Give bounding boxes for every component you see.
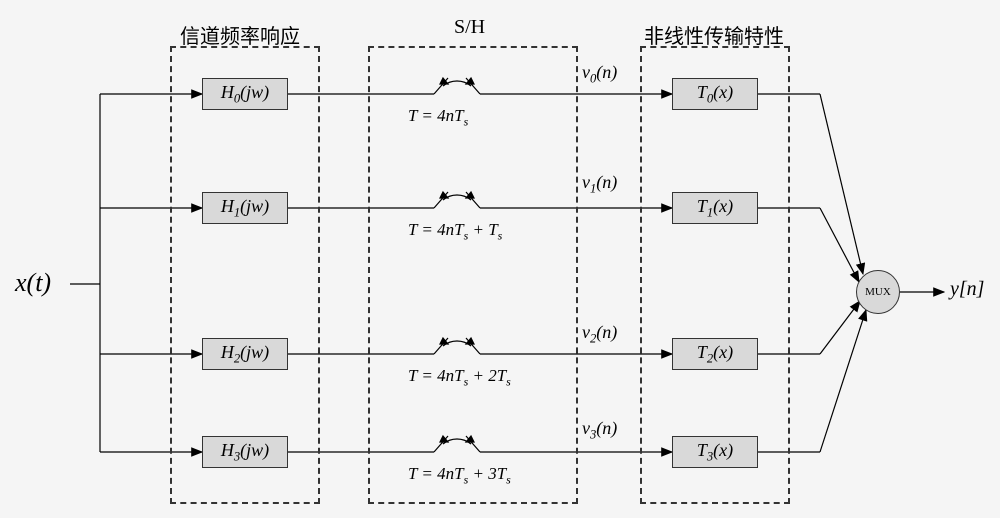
sh-formula-2: T = 4nTs + 2Ts [408, 366, 511, 389]
nonlinear-title: 非线性传输特性 [644, 20, 784, 49]
sh-formula-0: T = 4nTs [408, 106, 468, 129]
input-label: x(t) [15, 268, 51, 298]
t0-block: T0(x) [672, 78, 758, 110]
v1-label: v1(n) [582, 172, 617, 197]
tiadc-block-diagram: x(t) 信道频率响应 H0(jw) H1(jw) H2(jw) H3(jw) … [0, 0, 1000, 518]
h3-block: H3(jw) [202, 436, 288, 468]
sh-box [368, 46, 578, 504]
sh-formula-3: T = 4nTs + 3Ts [408, 464, 511, 487]
v0-label: v0(n) [582, 62, 617, 87]
output-label: y[n] [950, 278, 984, 301]
mux-node: MUX [856, 270, 900, 314]
v2-label: v2(n) [582, 322, 617, 347]
v3-label: v3(n) [582, 418, 617, 443]
freq-response-title: 信道频率响应 [180, 20, 300, 49]
sh-formula-1: T = 4nTs + Ts [408, 220, 502, 243]
h0-block: H0(jw) [202, 78, 288, 110]
h2-block: H2(jw) [202, 338, 288, 370]
t1-block: T1(x) [672, 192, 758, 224]
t2-block: T2(x) [672, 338, 758, 370]
t3-block: T3(x) [672, 436, 758, 468]
h1-block: H1(jw) [202, 192, 288, 224]
sh-title: S/H [454, 16, 485, 39]
